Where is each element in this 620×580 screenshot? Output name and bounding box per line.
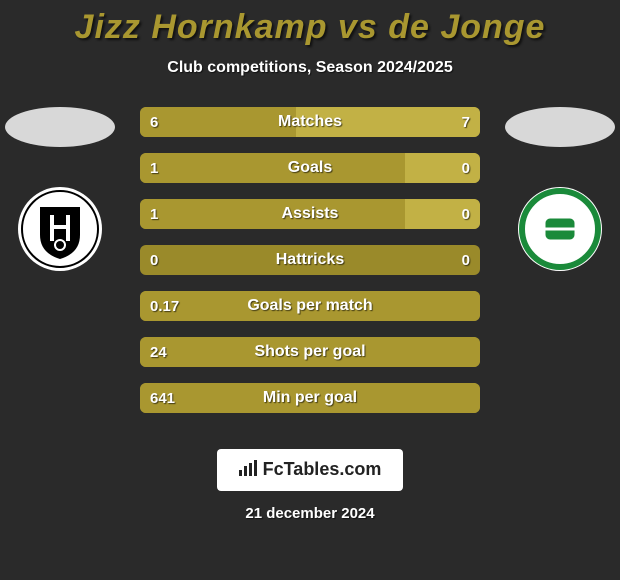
page-title: Jizz Hornkamp vs de Jonge <box>0 0 620 47</box>
player-b-avatar-placeholder <box>505 107 615 147</box>
brand-chart-icon <box>239 460 259 481</box>
stat-bar-a <box>140 291 480 321</box>
player-a-column <box>0 107 120 271</box>
snapshot-date: 21 december 2024 <box>0 505 620 522</box>
stat-bar-a <box>140 199 405 229</box>
comparison-content: Matches67 Goals10 Assists10 Hattricks0 0 Goal… <box>0 107 620 437</box>
player-a-avatar-placeholder <box>5 107 115 147</box>
stat-bar-a <box>140 337 480 367</box>
stat-value-b: 0 <box>452 245 480 275</box>
stat-row: Hattricks0 0 <box>140 245 480 275</box>
stat-bar-a <box>140 107 296 137</box>
page-subtitle: Club competitions, Season 2024/2025 <box>0 59 620 77</box>
stat-row: Matches67 <box>140 107 480 137</box>
stat-bars: Matches67 Goals10 Assists10 Hattricks0 0 Goal… <box>140 107 480 429</box>
player-a-club-crest <box>18 187 102 271</box>
footer: FcTables.com 21 december 2024 <box>0 449 620 522</box>
stat-label: Hattricks <box>140 245 480 275</box>
player-b-column <box>500 107 620 271</box>
stat-value-a: 0 <box>140 245 168 275</box>
player-b-club-crest <box>518 187 602 271</box>
stat-row: Goals per match0.17 <box>140 291 480 321</box>
stat-bar-a <box>140 383 480 413</box>
stat-row: Min per goal641 <box>140 383 480 413</box>
stat-bar-b <box>405 199 480 229</box>
stat-row: Goals10 <box>140 153 480 183</box>
stat-bar-a <box>140 153 405 183</box>
stat-bar-b <box>405 153 480 183</box>
brand-badge: FcTables.com <box>217 449 404 491</box>
brand-text: FcTables.com <box>263 459 382 479</box>
stat-row: Assists10 <box>140 199 480 229</box>
stat-bar-b <box>296 107 480 137</box>
stat-row: Shots per goal24 <box>140 337 480 367</box>
